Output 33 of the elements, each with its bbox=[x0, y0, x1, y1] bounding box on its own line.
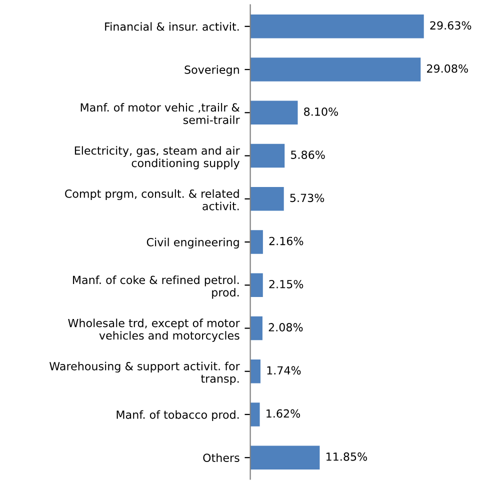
data-label: 29.63% bbox=[430, 21, 472, 30]
y-tick-label: Manf. of coke & refined petrol. prod. bbox=[73, 276, 239, 299]
bar bbox=[250, 14, 424, 38]
data-label: 11.85% bbox=[326, 452, 368, 461]
y-tick-label: Others bbox=[203, 453, 240, 462]
bar bbox=[250, 58, 421, 82]
bar bbox=[250, 230, 263, 254]
data-label: 2.15% bbox=[269, 280, 304, 288]
bar bbox=[250, 144, 285, 168]
data-label: 1.74% bbox=[267, 366, 301, 375]
y-tick-label: Manf. of tobacco prod. bbox=[116, 410, 239, 422]
data-label: 29.08% bbox=[427, 64, 468, 73]
bar bbox=[250, 100, 298, 124]
y-tick-label: Electricity, gas, steam and air conditioning supply bbox=[74, 146, 240, 170]
bar bbox=[250, 187, 284, 211]
y-tick-label: Manf. of motor vehic ,trailr & semi-trailr bbox=[80, 103, 240, 124]
bar bbox=[250, 316, 262, 340]
y-tick-label: Warehousing & support activit. for transp. bbox=[50, 362, 240, 385]
data-label: 5.73% bbox=[290, 194, 324, 202]
y-tick-label: Financial & insur. activit. bbox=[105, 22, 239, 31]
y-tick-label: Civil engineering bbox=[146, 238, 239, 249]
data-label: 2.16% bbox=[269, 236, 304, 246]
y-tick-label: Wholesale trd, except of motor vehicles and motorcycles bbox=[68, 318, 240, 342]
bar bbox=[250, 402, 260, 426]
bar bbox=[250, 446, 320, 470]
bar bbox=[250, 360, 260, 384]
data-label: 2.08% bbox=[268, 323, 303, 332]
data-label: 1.62% bbox=[266, 409, 300, 418]
data-label: 5.86% bbox=[291, 150, 325, 159]
y-tick-label: Compt prgm, consult. & related activit. bbox=[65, 189, 239, 210]
y-tick-label: Soveriegn bbox=[184, 65, 239, 76]
bar bbox=[250, 273, 263, 297]
data-label: 8.10% bbox=[304, 107, 338, 116]
